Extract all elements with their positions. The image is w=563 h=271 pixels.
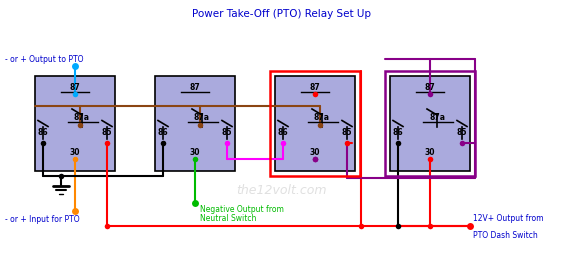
Text: 87: 87	[310, 83, 320, 92]
Text: 87: 87	[425, 83, 435, 92]
Bar	[35, 76, 115, 170]
Text: 87a: 87a	[429, 114, 445, 122]
Text: 30: 30	[190, 148, 200, 157]
Text: 87a: 87a	[74, 114, 90, 122]
Text: 86: 86	[278, 128, 288, 137]
Text: Neutral Switch: Neutral Switch	[200, 214, 256, 223]
Text: - or + Input for PTO: - or + Input for PTO	[5, 215, 79, 224]
Text: 86: 86	[158, 128, 168, 137]
Text: 87a: 87a	[194, 114, 210, 122]
Bar	[270, 70, 360, 176]
Text: 85: 85	[102, 128, 112, 137]
Text: 85: 85	[342, 128, 352, 137]
Text: 87a: 87a	[314, 114, 330, 122]
Bar	[390, 76, 470, 170]
Text: 85: 85	[222, 128, 233, 137]
Text: 86: 86	[38, 128, 48, 137]
Text: - or + Output to PTO: - or + Output to PTO	[5, 55, 83, 64]
Text: PTO Dash Switch: PTO Dash Switch	[473, 231, 538, 240]
Text: 12V+ Output from: 12V+ Output from	[473, 214, 543, 223]
Text: 86: 86	[392, 128, 403, 137]
Text: 87: 87	[190, 83, 200, 92]
Text: the12volt.com: the12volt.com	[236, 185, 326, 198]
Text: 30: 30	[310, 148, 320, 157]
Bar	[385, 70, 475, 176]
Text: 87: 87	[70, 83, 81, 92]
Text: Negative Output from: Negative Output from	[200, 205, 284, 214]
Text: 30: 30	[70, 148, 81, 157]
Text: 30: 30	[425, 148, 435, 157]
Bar	[155, 76, 235, 170]
Text: Power Take-Off (PTO) Relay Set Up: Power Take-Off (PTO) Relay Set Up	[191, 9, 370, 19]
Text: 85: 85	[457, 128, 467, 137]
Bar	[275, 76, 355, 170]
